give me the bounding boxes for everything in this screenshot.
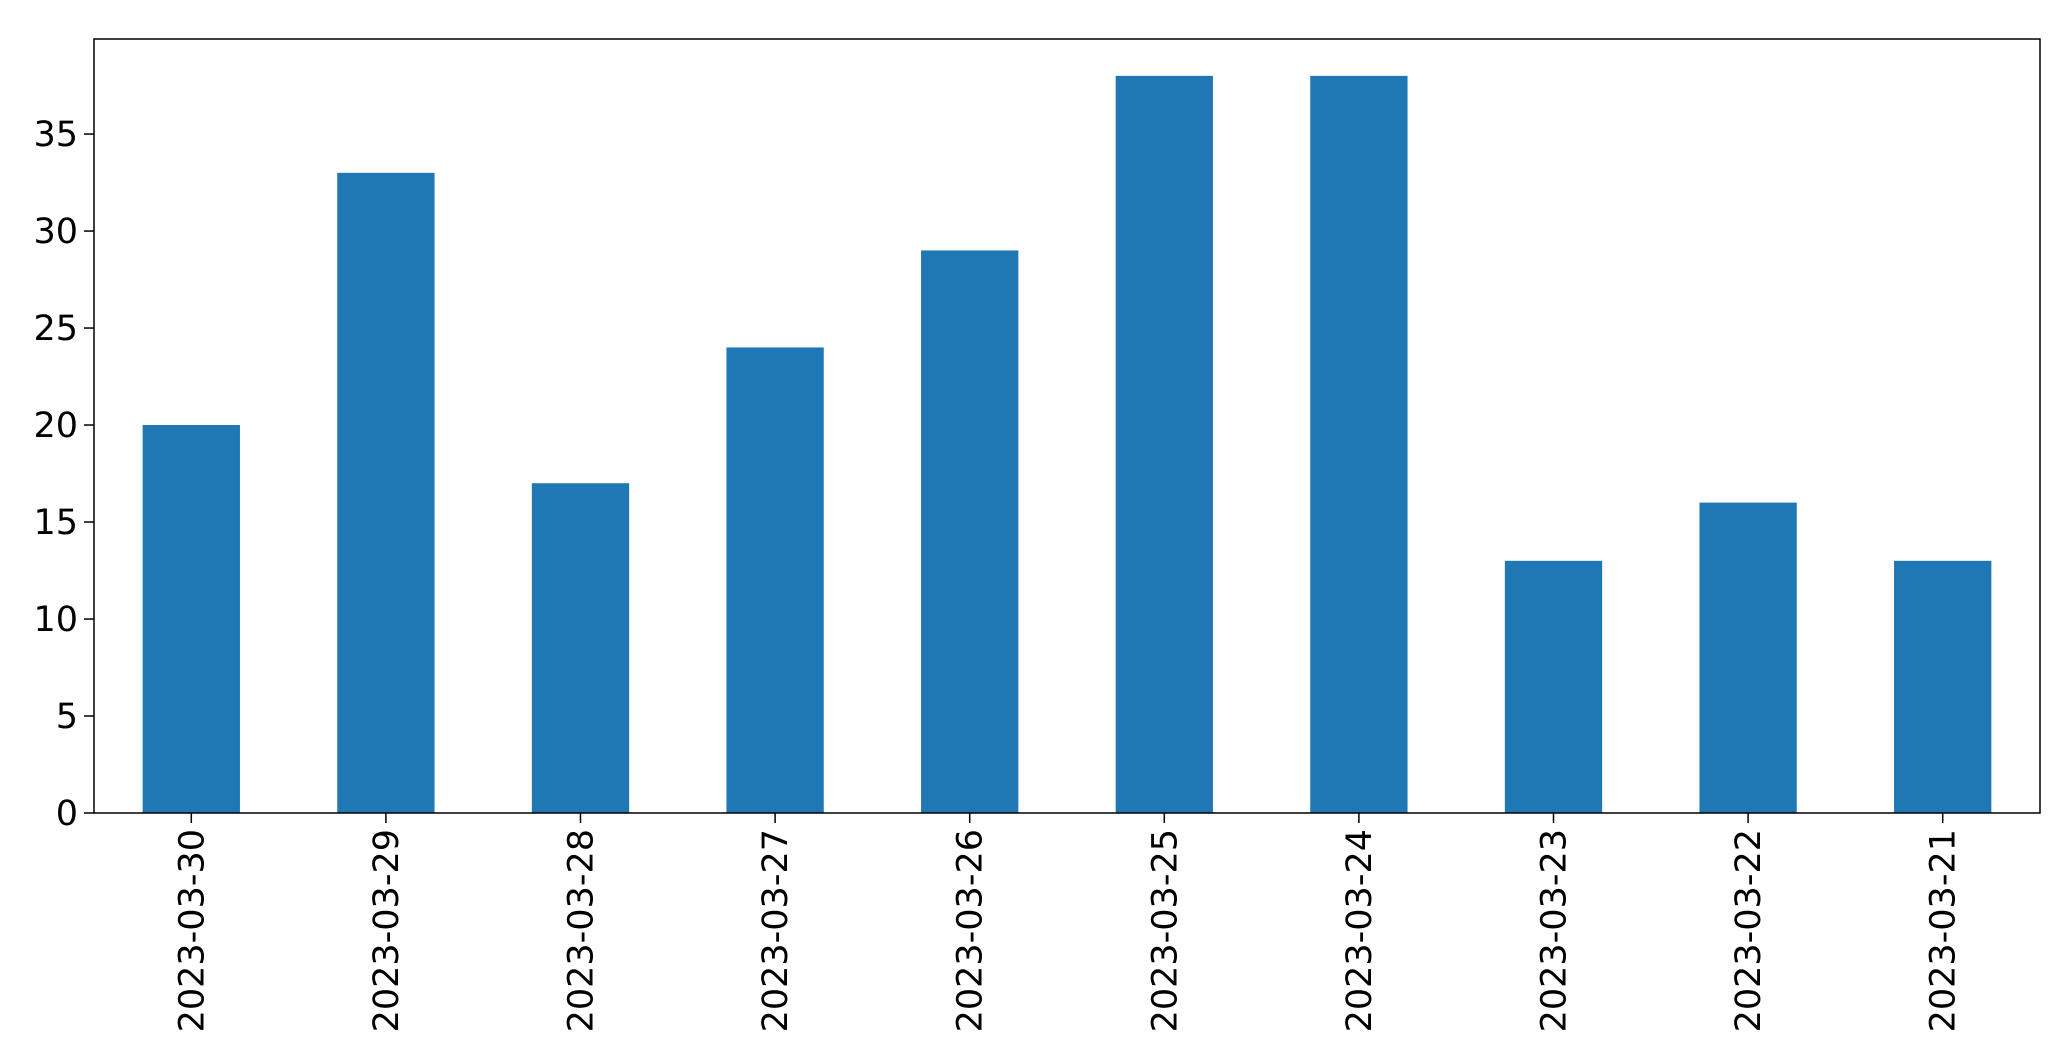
x-tick-label: 2023-03-27 [756,829,796,1032]
x-tick-label: 2023-03-23 [1535,829,1575,1032]
bar-2023-03-21 [1894,560,1992,813]
bar-2023-03-22 [1699,502,1797,813]
x-tick-label: 2023-03-22 [1729,829,1769,1032]
y-tick-label: 25 [33,309,78,349]
x-tick-label: 2023-03-30 [172,829,212,1032]
x-tick-label: 2023-03-28 [562,829,602,1032]
x-tick-label: 2023-03-29 [367,829,407,1032]
y-tick-label: 30 [33,212,78,252]
bar-2023-03-25 [1115,75,1213,814]
plot-area-frame [93,38,2041,814]
bar-2023-03-30 [142,425,240,813]
x-tick-label: 2023-03-24 [1340,829,1380,1032]
y-axis: 0 5 10 15 20 25 30 35 [33,115,94,834]
y-tick-label: 15 [33,503,78,543]
x-axis: 2023-03-30 2023-03-29 2023-03-28 2023-03-27… [172,813,1964,1032]
bar-2023-03-28 [531,483,630,813]
x-tick-label: 2023-03-25 [1145,829,1185,1032]
bar-2023-03-26 [921,250,1019,813]
x-tick-label: 2023-03-26 [951,829,991,1032]
y-tick-label: 0 [56,794,78,834]
bar-2023-03-27 [726,347,824,813]
y-tick-label: 5 [56,697,78,737]
bar-2023-03-23 [1504,560,1603,813]
bar-2023-03-24 [1310,75,1408,814]
y-tick-label: 35 [33,115,78,155]
y-tick-label: 20 [33,406,78,446]
x-tick-label: 2023-03-21 [1924,829,1964,1032]
bars-layer [142,75,1992,814]
y-tick-label: 10 [33,600,78,640]
bar-2023-03-29 [337,172,435,814]
